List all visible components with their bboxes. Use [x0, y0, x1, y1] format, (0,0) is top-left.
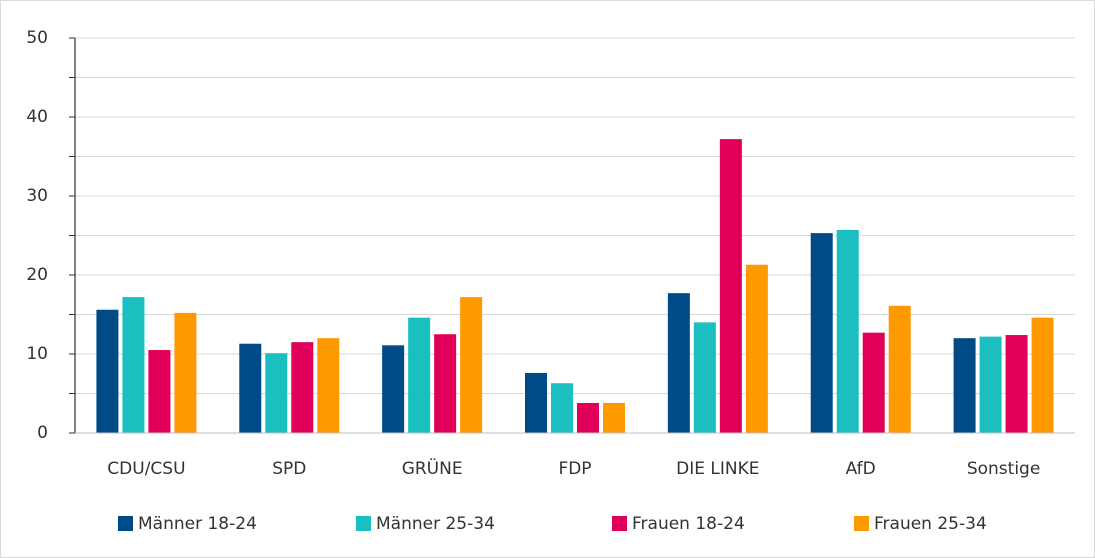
y-tick-label: 40: [26, 107, 48, 127]
legend-swatch: [356, 516, 371, 531]
bar: [551, 383, 573, 433]
bar: [382, 345, 405, 433]
x-tick-label: FDP: [558, 459, 591, 479]
x-tick-label: CDU/CSU: [107, 459, 185, 479]
x-tick-label: GRÜNE: [402, 457, 463, 479]
bar: [96, 309, 119, 433]
legend-label: Männer 18-24: [138, 514, 257, 534]
x-tick-label: Sonstige: [967, 459, 1040, 479]
bar: [291, 342, 314, 433]
bar: [434, 334, 457, 433]
bar: [888, 305, 911, 433]
y-tick-label: 10: [26, 344, 48, 364]
bar: [148, 350, 171, 433]
bar: [719, 139, 742, 433]
bar: [836, 229, 859, 433]
bar: [525, 372, 547, 433]
legend-label: Frauen 25-34: [874, 514, 987, 534]
bar: [603, 402, 625, 433]
legend-swatch: [854, 516, 869, 531]
y-tick-label: 20: [26, 265, 48, 285]
bar: [317, 338, 340, 433]
bar: [1005, 335, 1028, 433]
bar: [174, 312, 197, 433]
bar: [667, 293, 690, 433]
bar: [265, 353, 288, 433]
bar: [862, 332, 885, 433]
legend-label: Männer 25-34: [376, 514, 495, 534]
bar: [810, 233, 833, 433]
legend-label: Frauen 18-24: [632, 514, 745, 534]
x-tick-label: DIE LINKE: [676, 459, 759, 479]
x-tick-label: SPD: [272, 459, 306, 479]
y-tick-label: 50: [26, 28, 48, 48]
bar: [577, 402, 599, 433]
bar: [693, 322, 716, 433]
bar: [979, 336, 1002, 433]
y-tick-label: 0: [37, 423, 48, 443]
y-tick-label: 30: [26, 186, 48, 206]
bar: [460, 297, 483, 433]
bar: [1031, 317, 1054, 433]
bar: [122, 297, 145, 433]
legend-swatch: [612, 516, 627, 531]
x-tick-label: AfD: [846, 459, 876, 479]
bar: [239, 343, 262, 433]
bar: [408, 317, 431, 433]
bar: [745, 264, 768, 433]
legend-swatch: [118, 516, 133, 531]
bar: [953, 338, 976, 433]
